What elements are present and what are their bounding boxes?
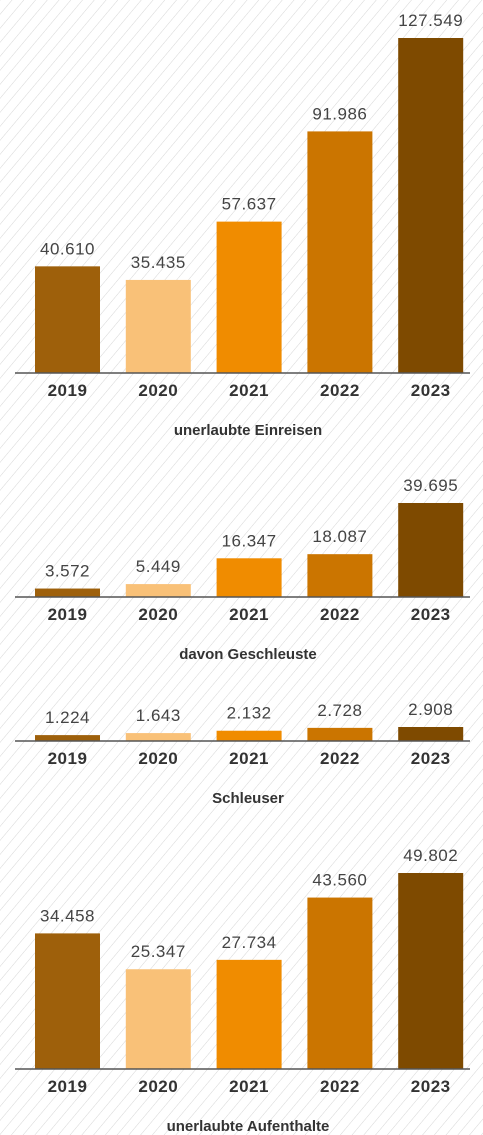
bar: [35, 933, 100, 1069]
bar: [216, 959, 282, 1069]
value-label: 34.458: [40, 906, 95, 925]
x-tick-label: 2019: [48, 605, 88, 624]
x-tick-label: 2021: [229, 381, 269, 400]
bar: [216, 221, 282, 373]
x-tick-label: 2019: [48, 1077, 88, 1096]
chart-title: unerlaubte Aufenthalte: [167, 1118, 330, 1135]
value-label: 1.643: [136, 706, 181, 725]
bar: [125, 969, 191, 1069]
bar: [398, 873, 464, 1069]
chart-title: Schleuser: [212, 790, 284, 807]
x-tick-label: 2023: [411, 749, 451, 768]
bar: [125, 584, 191, 597]
x-tick-label: 2022: [320, 605, 360, 624]
bar: [398, 38, 464, 373]
x-tick-label: 2020: [138, 749, 178, 768]
bar: [35, 266, 100, 373]
value-label: 16.347: [222, 531, 277, 550]
value-label: 1.224: [45, 708, 90, 727]
bar: [307, 554, 373, 597]
x-tick-label: 2023: [411, 381, 451, 400]
chart-title: unerlaubte Einreisen: [174, 422, 322, 439]
value-label: 127.549: [398, 11, 463, 30]
bar: [216, 730, 282, 741]
bar: [35, 588, 100, 597]
value-label: 91.986: [312, 104, 367, 123]
bar: [398, 727, 464, 741]
bar: [307, 131, 373, 373]
value-label: 2.908: [408, 700, 453, 719]
x-tick-label: 2022: [320, 1077, 360, 1096]
value-label: 35.435: [131, 253, 186, 272]
bar: [307, 897, 373, 1069]
bar: [398, 503, 464, 597]
x-tick-label: 2019: [48, 749, 88, 768]
value-label: 2.132: [227, 704, 272, 723]
x-tick-label: 2020: [138, 1077, 178, 1096]
value-label: 40.610: [40, 239, 95, 258]
value-label: 2.728: [317, 701, 362, 720]
value-label: 39.695: [403, 476, 458, 495]
x-tick-label: 2020: [138, 381, 178, 400]
value-label: 25.347: [131, 942, 186, 961]
value-label: 49.802: [403, 846, 458, 865]
bar: [216, 558, 282, 597]
x-tick-label: 2021: [229, 605, 269, 624]
x-tick-label: 2023: [411, 605, 451, 624]
value-label: 5.449: [136, 557, 181, 576]
value-label: 43.560: [312, 871, 367, 890]
bar: [125, 733, 191, 741]
bar: [307, 727, 373, 741]
bar: [125, 279, 191, 373]
x-tick-label: 2021: [229, 749, 269, 768]
x-tick-label: 2019: [48, 381, 88, 400]
value-label: 57.637: [222, 195, 277, 214]
x-tick-label: 2021: [229, 1077, 269, 1096]
x-tick-label: 2022: [320, 381, 360, 400]
value-label: 27.734: [222, 933, 277, 952]
x-tick-label: 2022: [320, 749, 360, 768]
chart-title: davon Geschleuste: [179, 646, 317, 663]
x-tick-label: 2020: [138, 605, 178, 624]
value-label: 3.572: [45, 562, 90, 581]
bar: [35, 735, 100, 741]
value-label: 18.087: [312, 527, 367, 546]
x-tick-label: 2023: [411, 1077, 451, 1096]
